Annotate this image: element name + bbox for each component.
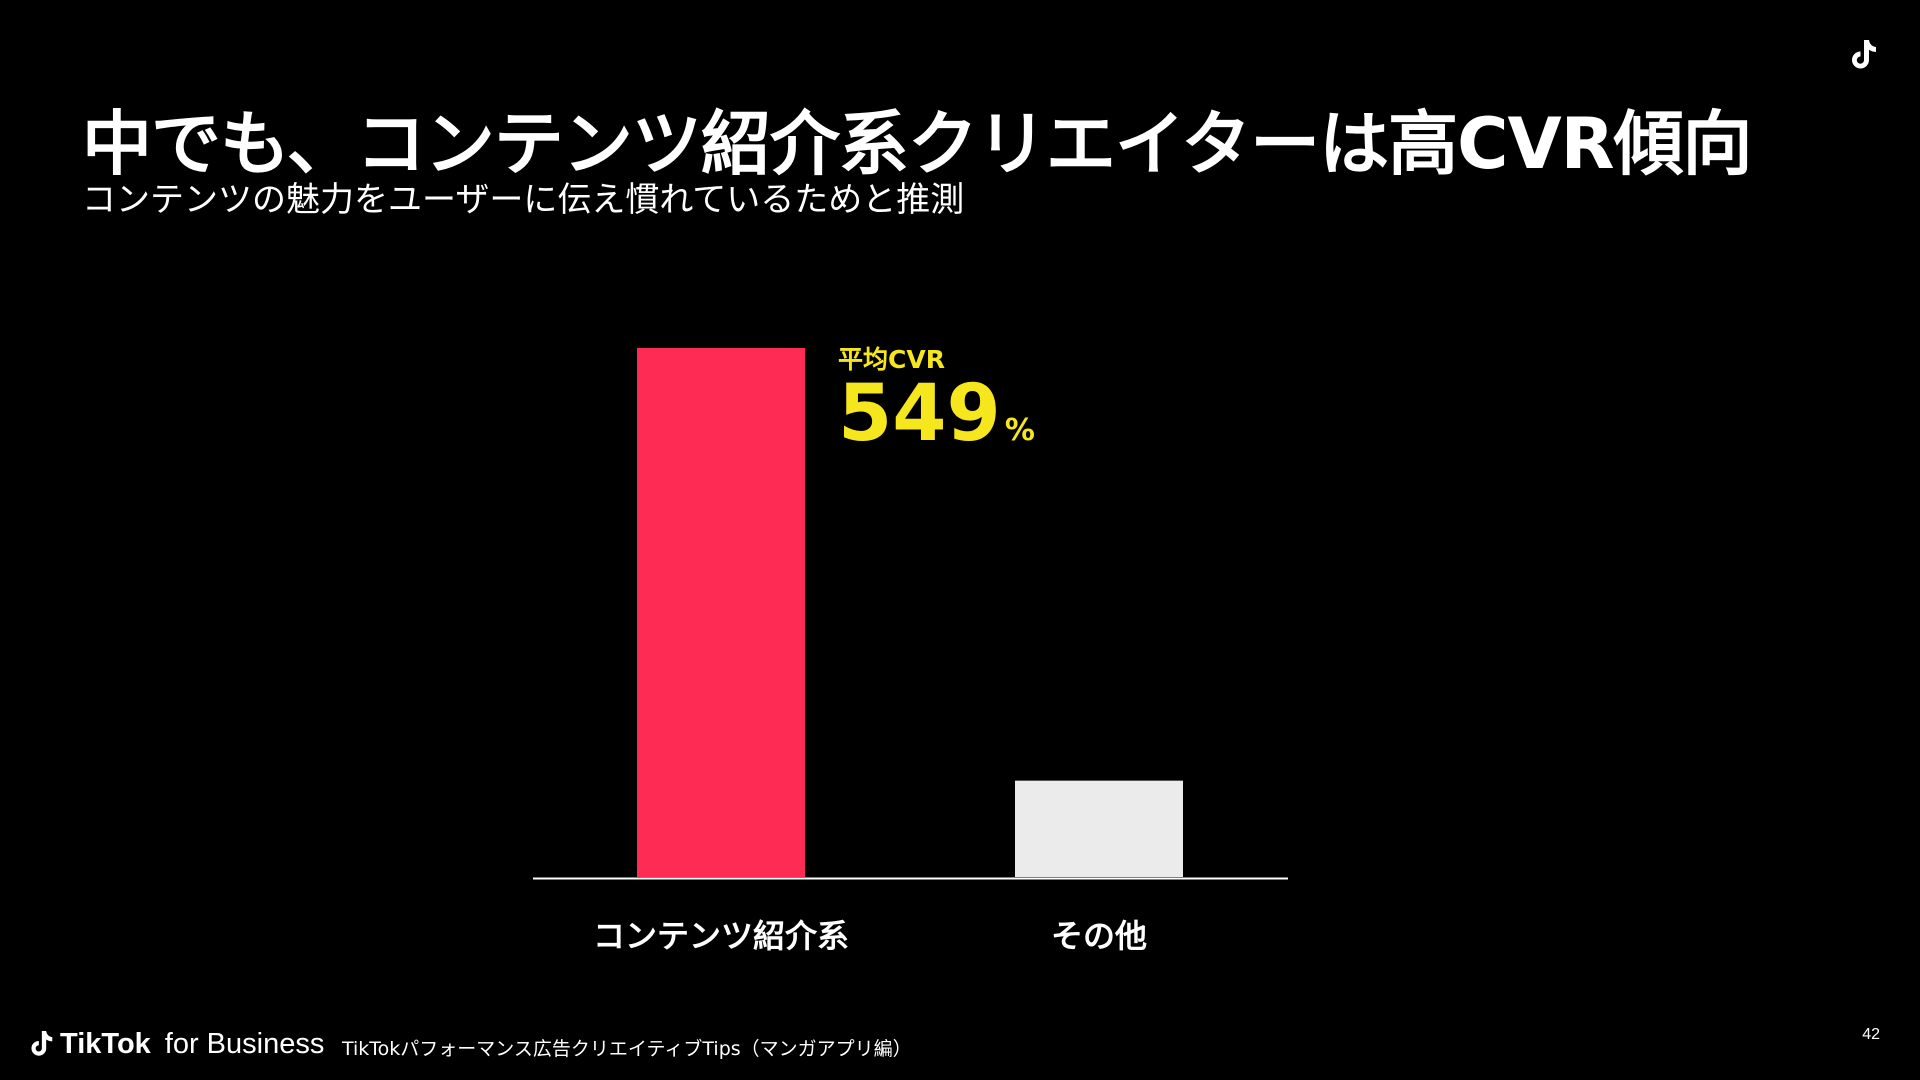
annotation-unit: % (1005, 413, 1035, 448)
page-number: 42 (1862, 1026, 1880, 1043)
footer-brand-suffix: for Business (164, 1027, 325, 1060)
bar-2 (1015, 780, 1183, 877)
annotation-number: 549 (838, 369, 1001, 459)
page-title: 中でも、コンテンツ紹介系クリエイターは高CVR傾向 (82, 103, 1753, 185)
tiktok-logo-icon (31, 1031, 53, 1056)
tiktok-logo-icon (1852, 40, 1876, 69)
footer-logo: TikTok for Business (28, 1024, 324, 1064)
x-tick-label-2: その他 (1051, 917, 1147, 955)
x-tick-label-1: コンテンツ紹介系 (593, 917, 849, 955)
footer-brand-name: TikTok (60, 1027, 151, 1060)
bar-1 (637, 348, 805, 877)
annotation-label: 平均CVR (838, 345, 945, 374)
page-subtitle: コンテンツの魅力をユーザーに伝え慣れているためと推測 (82, 180, 965, 220)
footer-deck-title: TikTokパフォーマンス広告クリエイティブTips（マンガアプリ編） (342, 1038, 912, 1060)
annotation-value: 549% (838, 369, 1035, 459)
